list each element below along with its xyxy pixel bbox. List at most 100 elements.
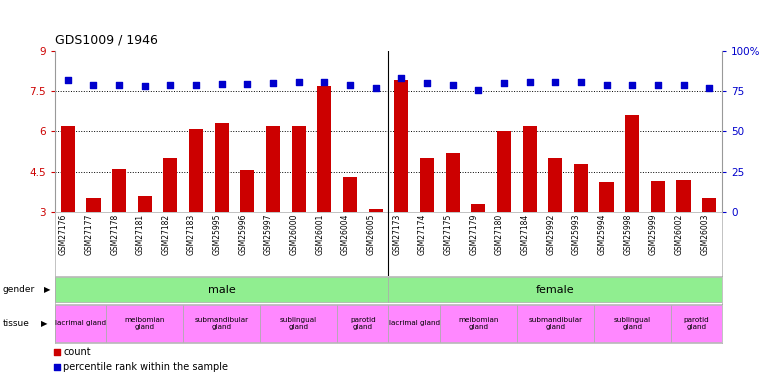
Text: percentile rank within the sample: percentile rank within the sample — [63, 362, 228, 372]
Point — [575, 78, 587, 84]
Text: ▶: ▶ — [44, 285, 51, 294]
Text: submandibular
gland: submandibular gland — [528, 317, 582, 330]
Bar — [241, 170, 254, 212]
Bar — [516, 305, 594, 342]
Bar — [292, 126, 306, 212]
Bar — [523, 126, 536, 212]
Bar — [261, 305, 337, 342]
Bar — [163, 158, 177, 212]
Text: submandibular
gland: submandibular gland — [195, 317, 249, 330]
Text: meibomian
gland: meibomian gland — [125, 317, 165, 330]
Text: GSM27173: GSM27173 — [393, 214, 401, 255]
Bar — [445, 153, 460, 212]
Bar — [215, 123, 228, 212]
Text: GSM25999: GSM25999 — [649, 214, 658, 255]
Text: GSM27182: GSM27182 — [161, 214, 170, 255]
Bar — [549, 158, 562, 212]
Point — [549, 78, 562, 84]
Bar — [702, 198, 716, 212]
Bar — [343, 177, 357, 212]
Point — [472, 87, 484, 93]
Text: GSM26001: GSM26001 — [316, 214, 325, 255]
Bar — [86, 198, 101, 212]
Text: GSM27176: GSM27176 — [59, 214, 68, 255]
Bar — [574, 164, 588, 212]
Point — [678, 82, 690, 88]
Text: GSM25994: GSM25994 — [597, 214, 607, 255]
Bar — [317, 86, 332, 212]
Bar — [676, 180, 691, 212]
Bar — [600, 182, 613, 212]
Point — [139, 83, 151, 89]
Text: GSM25996: GSM25996 — [238, 214, 248, 255]
Bar — [266, 126, 280, 212]
Bar — [183, 305, 261, 342]
Point — [344, 82, 356, 88]
Text: GSM25997: GSM25997 — [264, 214, 273, 255]
Text: male: male — [208, 285, 235, 295]
Point — [241, 81, 254, 87]
Text: meibomian
gland: meibomian gland — [458, 317, 498, 330]
Text: parotid
gland: parotid gland — [350, 317, 376, 330]
Bar — [471, 204, 485, 212]
Text: GSM26005: GSM26005 — [367, 214, 376, 255]
Bar — [368, 209, 383, 212]
Text: GSM26003: GSM26003 — [700, 214, 709, 255]
Point — [87, 82, 99, 88]
Text: GSM27179: GSM27179 — [469, 214, 478, 255]
Point — [190, 82, 202, 88]
Text: gender: gender — [2, 285, 34, 294]
Text: ▶: ▶ — [41, 319, 48, 328]
Bar — [189, 129, 203, 212]
Text: GSM26000: GSM26000 — [290, 214, 299, 255]
Point — [231, 147, 243, 153]
Text: GSM27181: GSM27181 — [136, 214, 145, 255]
Point — [421, 80, 433, 86]
Text: lacrimal gland: lacrimal gland — [55, 320, 106, 326]
Bar — [106, 305, 183, 342]
Text: GSM25998: GSM25998 — [623, 214, 632, 255]
Text: GSM27184: GSM27184 — [520, 214, 529, 255]
Bar — [61, 126, 75, 212]
Text: GSM26004: GSM26004 — [341, 214, 350, 255]
Bar — [394, 80, 409, 212]
Bar — [651, 181, 665, 212]
Bar — [440, 305, 516, 342]
Text: GSM25992: GSM25992 — [546, 214, 555, 255]
Text: lacrimal gland: lacrimal gland — [389, 320, 440, 326]
Bar — [55, 305, 106, 342]
Text: GSM27178: GSM27178 — [110, 214, 119, 255]
Bar — [671, 305, 722, 342]
Bar — [112, 169, 126, 212]
Point — [319, 80, 331, 86]
Text: tissue: tissue — [2, 319, 29, 328]
Text: female: female — [536, 285, 575, 295]
Point — [446, 82, 458, 88]
Bar — [389, 305, 440, 342]
Text: GSM27180: GSM27180 — [495, 214, 504, 255]
Bar — [138, 196, 152, 212]
Point — [498, 80, 510, 86]
Text: GSM27177: GSM27177 — [85, 214, 93, 255]
Text: sublingual
gland: sublingual gland — [280, 317, 317, 330]
Bar — [420, 158, 434, 212]
Point — [293, 80, 305, 86]
Text: GSM25993: GSM25993 — [572, 214, 581, 255]
Bar — [389, 277, 722, 302]
Point — [652, 82, 664, 88]
Point — [62, 77, 74, 83]
Point — [267, 80, 279, 86]
Bar — [625, 115, 639, 212]
Text: sublingual
gland: sublingual gland — [613, 317, 651, 330]
Text: count: count — [63, 347, 91, 357]
Text: GSM27183: GSM27183 — [187, 214, 196, 255]
Point — [523, 79, 536, 85]
Text: GSM27174: GSM27174 — [418, 214, 427, 255]
Point — [231, 284, 243, 290]
Text: GSM26002: GSM26002 — [675, 214, 684, 255]
Text: GDS1009 / 1946: GDS1009 / 1946 — [55, 34, 158, 47]
Text: parotid
gland: parotid gland — [684, 317, 709, 330]
Point — [215, 81, 228, 87]
Bar — [594, 305, 671, 342]
Bar — [55, 277, 388, 302]
